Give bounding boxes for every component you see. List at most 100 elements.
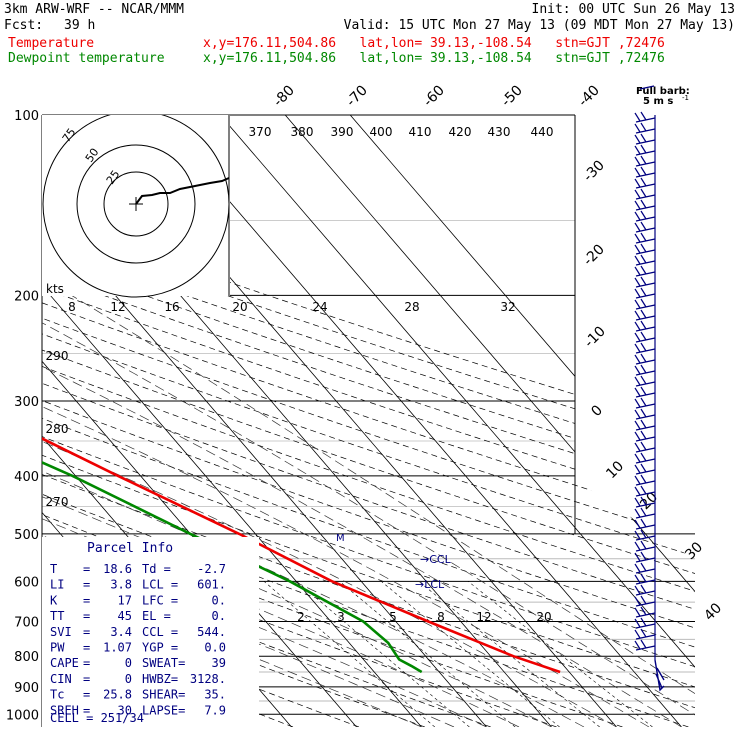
wind-barb <box>634 518 656 530</box>
wind-barb <box>634 584 656 596</box>
parcel-param-eq: = <box>83 625 90 639</box>
hodograph-ring <box>103 171 169 237</box>
parcel-param-label: HWBZ= <box>142 672 178 686</box>
wind-barb-flag <box>640 606 647 616</box>
wind-barb <box>634 177 656 189</box>
wind-barb-flag <box>640 210 647 220</box>
theta-label: 380 <box>291 125 314 139</box>
wind-barb-flag <box>634 167 641 177</box>
barb-legend-title: Full barb: <box>636 86 690 97</box>
dry-adiabat <box>42 115 695 727</box>
theta-label: 390 <box>331 125 354 139</box>
mixing-ratio-label: 20 <box>536 610 551 624</box>
dry-adiabat <box>42 115 695 727</box>
wind-barb-flag <box>634 365 641 375</box>
wind-barb-flag <box>634 222 641 232</box>
isotherm-label: 30 <box>682 539 706 563</box>
wind-barb-flag <box>640 529 647 539</box>
dry-adiabat <box>42 115 425 727</box>
dry-adiabat <box>42 115 695 727</box>
wind-barb-flag <box>640 133 647 143</box>
pressure-label: 900 <box>14 681 39 696</box>
theta-label: 420 <box>449 125 472 139</box>
wind-barb-flag <box>640 232 647 242</box>
parcel-param-eq: = <box>83 609 90 623</box>
theta-label: 400 <box>370 125 393 139</box>
isotherm-label: -10 <box>581 323 608 350</box>
parcel-param-eq: = <box>83 562 90 576</box>
wind-barb-flag <box>634 123 641 133</box>
model-title: 3km ARW-WRF -- NCAR/MMM <box>4 2 185 17</box>
wind-barb <box>634 210 656 222</box>
wind-barb <box>634 243 656 255</box>
parcel-param-label: LAPSE= <box>142 703 185 717</box>
wind-barb-flag <box>634 277 641 287</box>
wind-barb-flag <box>634 398 641 408</box>
wind-barb-flag <box>634 409 641 419</box>
parcel-param-value: 0.0 <box>204 641 226 655</box>
wind-barb-flag <box>634 640 641 650</box>
dry-adiabat <box>42 115 695 727</box>
wind-barb-flag <box>640 111 647 121</box>
pressure-label: 1000 <box>6 708 39 723</box>
wind-barb <box>634 155 656 167</box>
wind-barb-flag <box>640 122 647 132</box>
barb-legend-value: 5 m s <box>643 96 673 107</box>
wind-barb-flag <box>640 144 647 154</box>
wind-barb <box>634 265 656 277</box>
isotherm <box>42 115 357 727</box>
wind-barb-flag <box>634 530 641 540</box>
parcel-param-value: 3.4 <box>110 625 132 639</box>
wind-barb <box>634 540 656 552</box>
sounding-traces <box>42 437 561 674</box>
wind-barb-flag <box>634 354 641 364</box>
wind-barb-flag <box>640 375 647 385</box>
pressure-label: 800 <box>14 650 39 665</box>
lcl-marker: →LCL <box>415 578 445 591</box>
wind-barb-flag <box>634 145 641 155</box>
wind-barb-flag <box>640 573 647 583</box>
legend-dewpoint-name: Dewpoint temperature <box>8 51 165 66</box>
parcel-param-label: SWEAT= <box>142 656 185 670</box>
wind-barb-flag <box>640 595 647 605</box>
wind-barb-flag <box>634 475 641 485</box>
legend-dewpoint-info: x,y=176.11,504.86 lat,lon= 39.13,-108.54… <box>203 51 665 66</box>
wind-barb-flag <box>634 376 641 386</box>
wind-barb <box>634 144 656 156</box>
wind-barb-flag <box>640 485 647 495</box>
parcel-param-label: CCL = <box>142 625 178 639</box>
parcel-param-value: 1.07 <box>103 641 132 655</box>
theta-label: 440 <box>531 125 554 139</box>
wind-barb <box>634 320 656 332</box>
parcel-param-value: 3.8 <box>110 578 132 592</box>
parcel-param-label: T <box>50 562 57 576</box>
legend-temperature-info: x,y=176.11,504.86 lat,lon= 39.13,-108.54… <box>203 36 665 51</box>
wind-barb-flag <box>640 430 647 440</box>
parcel-param-label: SVI <box>50 625 72 639</box>
isotherm <box>0 115 32 727</box>
wind-barb <box>634 232 656 244</box>
parcel-param-eq: = <box>83 578 90 592</box>
parcel-info-title: Parcel Info <box>87 541 173 556</box>
wind-barb-flag <box>640 518 647 528</box>
wind-barb-flag <box>634 563 641 573</box>
wind-barb <box>634 573 656 585</box>
wind-barb-flag <box>634 332 641 342</box>
wind-barb <box>634 474 656 486</box>
wind-barb-flag <box>634 321 641 331</box>
isotherm-label: -20 <box>580 241 607 268</box>
hodograph-axis-label: 20 <box>232 300 247 314</box>
pressure-label: 400 <box>14 470 39 485</box>
mixing-ratio-line <box>381 581 560 727</box>
wind-barb <box>634 419 656 431</box>
hodograph-trace <box>135 177 230 205</box>
parcel-cell-value: CELL = 251/34 <box>50 711 144 725</box>
mixing-ratio-label: 3 <box>337 610 345 624</box>
pressure-label: 100 <box>14 109 39 124</box>
wind-barb-flag <box>640 562 647 572</box>
wind-barb-flag <box>640 452 647 462</box>
parcel-param-label: Td = <box>142 562 171 576</box>
wind-barb-flag <box>634 299 641 309</box>
parcel-info-background <box>42 537 259 727</box>
